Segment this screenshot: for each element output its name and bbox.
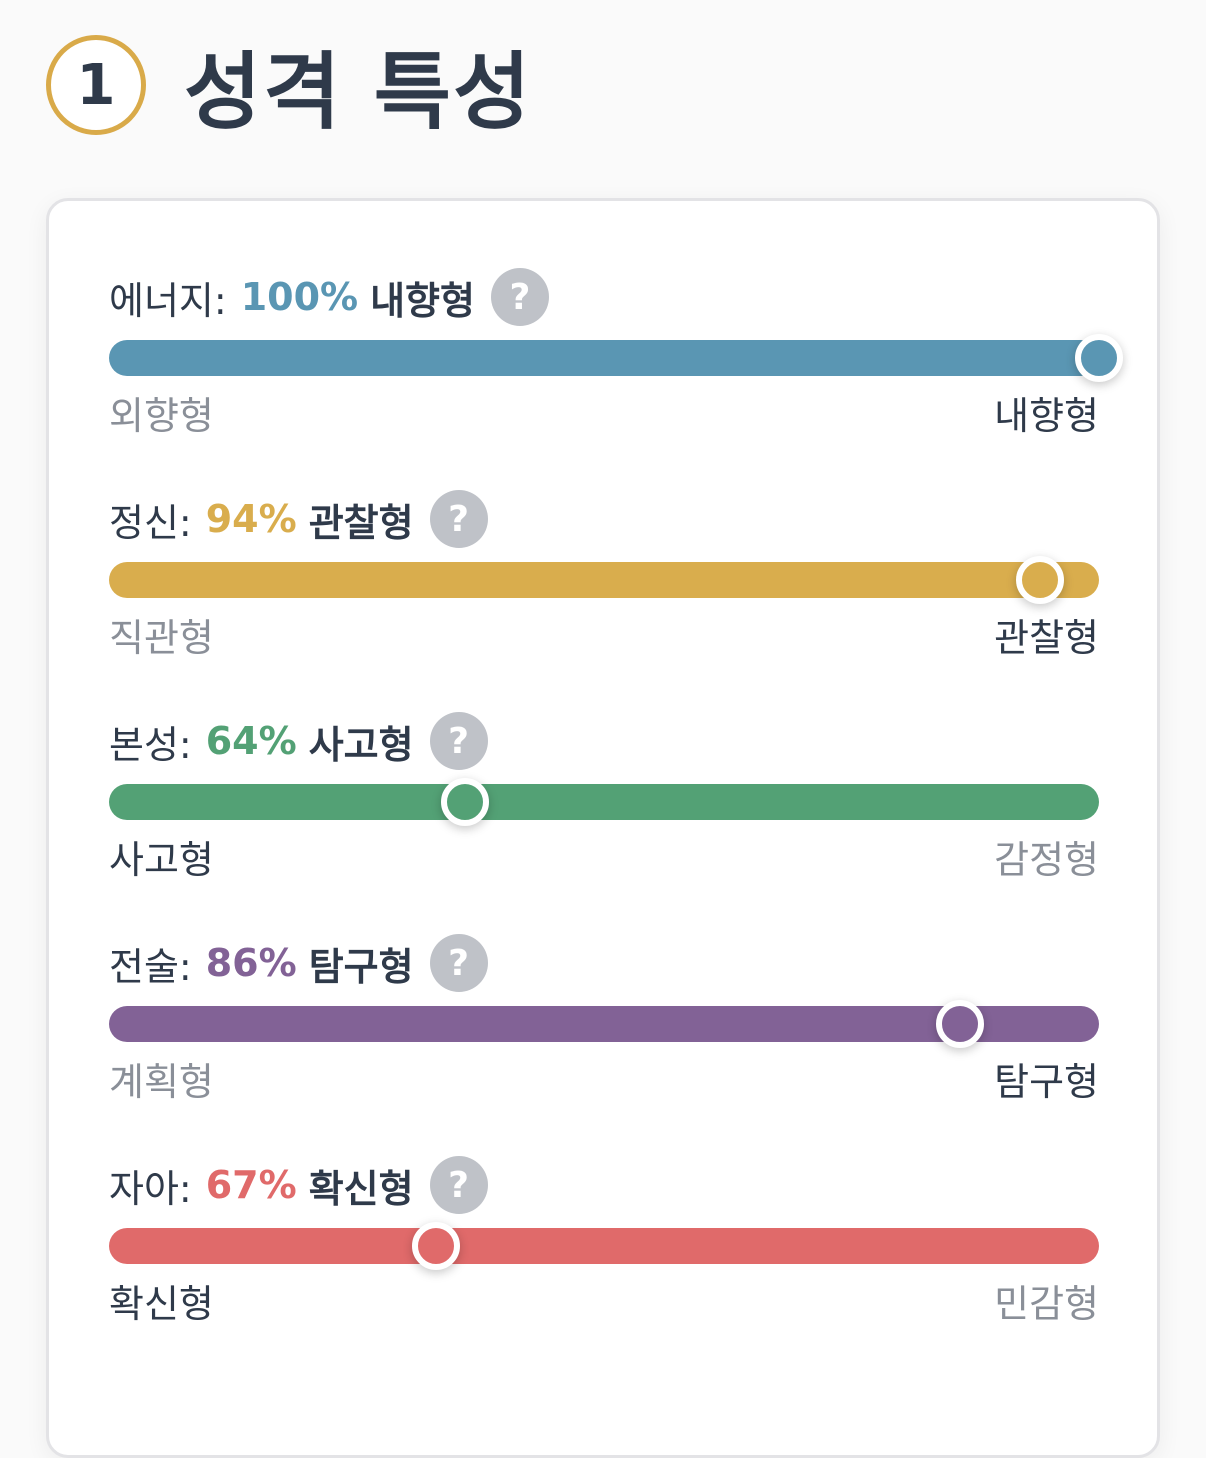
trait-right-label: 감정형: [994, 838, 1099, 882]
question-mark-icon[interactable]: ?: [429, 490, 488, 548]
trait-label: 전술: 86% 탐구형 ?: [109, 931, 488, 995]
trait-left-label: 확신형: [109, 1282, 214, 1326]
trait-percent: 67%: [205, 1163, 297, 1207]
trait-tactics: 전술: 86% 탐구형 ? 계획형 탐구형: [109, 931, 1099, 1131]
trait-label: 정신: 94% 관찰형 ?: [109, 487, 488, 551]
trait-indicator-knob: [411, 1222, 460, 1270]
trait-indicator-knob: [1075, 334, 1123, 382]
trait-indicator-knob: [441, 778, 490, 826]
trait-bar: [109, 340, 1099, 376]
trait-left-label: 외향형: [109, 394, 214, 438]
trait-name: 본성:: [109, 722, 192, 767]
trait-type: 관찰형: [308, 500, 414, 545]
trait-percent: 94%: [205, 497, 297, 541]
section-header: 1 성격 특성: [46, 30, 532, 141]
trait-indicator-knob: [936, 1000, 985, 1048]
trait-percent: 64%: [205, 719, 297, 763]
trait-left-label: 계획형: [109, 1060, 214, 1104]
trait-type: 내향형: [370, 278, 475, 323]
trait-bar: [109, 1228, 1099, 1264]
trait-type: 사고형: [308, 722, 414, 767]
trait-bar: [109, 1006, 1099, 1042]
trait-left-label: 직관형: [109, 616, 214, 660]
trait-identity: 자아: 67% 확신형 ? 확신형 민감형: [109, 1153, 1099, 1353]
personality-traits-card: 에너지: 100% 내향형 ? 외향형 내향형 정신: 94% 관찰형 ? 직관…: [46, 198, 1160, 1458]
trait-name: 에너지:: [109, 278, 227, 323]
step-number-badge: 1: [46, 35, 146, 135]
trait-energy: 에너지: 100% 내향형 ? 외향형 내향형: [109, 265, 1123, 465]
trait-right-label: 탐구형: [994, 1060, 1099, 1104]
trait-mind: 정신: 94% 관찰형 ? 직관형 관찰형: [109, 487, 1099, 687]
trait-name: 정신:: [109, 500, 192, 545]
page-title: 성격 특성: [184, 42, 533, 141]
trait-right-label: 관찰형: [994, 616, 1099, 660]
trait-type: 확신형: [308, 1166, 414, 1211]
trait-indicator-knob: [1015, 556, 1064, 604]
trait-label: 에너지: 100% 내향형 ?: [109, 265, 549, 329]
trait-bar: [109, 784, 1099, 820]
trait-percent: 86%: [205, 941, 297, 985]
trait-left-label: 사고형: [109, 838, 214, 882]
question-mark-icon[interactable]: ?: [429, 712, 488, 770]
question-mark-icon[interactable]: ?: [429, 1156, 488, 1214]
trait-right-label: 민감형: [994, 1282, 1099, 1326]
trait-type: 탐구형: [308, 944, 414, 989]
trait-name: 전술:: [109, 944, 192, 989]
question-mark-icon[interactable]: ?: [490, 268, 549, 326]
trait-nature: 본성: 64% 사고형 ? 사고형 감정형: [109, 709, 1099, 909]
trait-name: 자아:: [109, 1166, 192, 1211]
trait-label: 본성: 64% 사고형 ?: [109, 709, 488, 773]
question-mark-icon[interactable]: ?: [429, 934, 488, 992]
trait-label: 자아: 67% 확신형 ?: [109, 1153, 488, 1217]
trait-bar: [109, 562, 1099, 598]
trait-right-label: 내향형: [994, 394, 1099, 438]
trait-percent: 100%: [240, 275, 359, 319]
